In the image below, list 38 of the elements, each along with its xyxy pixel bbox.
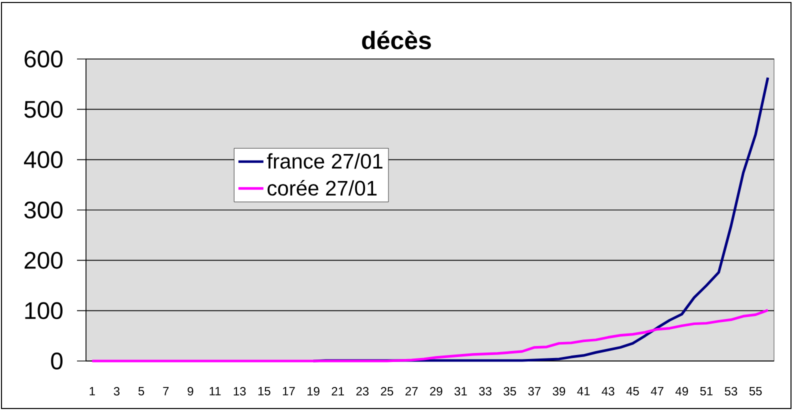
y-tick-label: 400: [24, 151, 63, 168]
x-tick-label: 5: [138, 387, 144, 396]
x-tick-label: 43: [602, 387, 614, 396]
x-tick-label: 53: [724, 387, 738, 396]
x-tick-label: 47: [650, 387, 664, 396]
x-tick-label: 9: [188, 387, 194, 396]
x-tick-label: 25: [380, 387, 394, 396]
x-tick-label: 21: [332, 387, 344, 396]
x-tick-label: 31: [454, 387, 467, 396]
y-tick-label: 200: [24, 252, 63, 269]
x-tick-label: 51: [700, 387, 713, 396]
x-tick-label: 23: [356, 387, 369, 396]
x-tick-label: 7: [163, 387, 169, 396]
x-tick-label: 55: [749, 387, 762, 396]
x-tick-label: 15: [258, 387, 270, 396]
x-tick-label: 37: [528, 387, 541, 396]
legend-label: france 27/01: [267, 153, 382, 169]
y-tick-label: 0: [51, 352, 63, 370]
x-tick-label: 29: [430, 387, 442, 396]
x-tick-label: 27: [406, 387, 418, 396]
y-tick-label: 100: [25, 302, 63, 320]
legend-label: corée 27/01: [268, 180, 377, 196]
x-tick-label: 39: [552, 387, 566, 396]
x-tick-label: 45: [626, 387, 639, 396]
x-tick-label: 17: [282, 387, 295, 396]
x-tick-label: 19: [308, 387, 320, 396]
x-tick-label: 13: [234, 387, 246, 396]
x-tick-label: 1: [90, 387, 95, 396]
x-tick-label: 11: [210, 387, 221, 396]
chart-title: décès: [362, 30, 431, 50]
y-tick-label: 300: [24, 201, 63, 218]
y-tick-label: 500: [24, 100, 63, 118]
x-tick-label: 3: [114, 387, 120, 396]
x-tick-label: 33: [479, 387, 492, 396]
x-tick-label: 35: [504, 387, 516, 396]
x-tick-label: 41: [577, 387, 590, 396]
y-tick-label: 600: [24, 50, 63, 68]
x-tick-label: 49: [675, 387, 688, 396]
